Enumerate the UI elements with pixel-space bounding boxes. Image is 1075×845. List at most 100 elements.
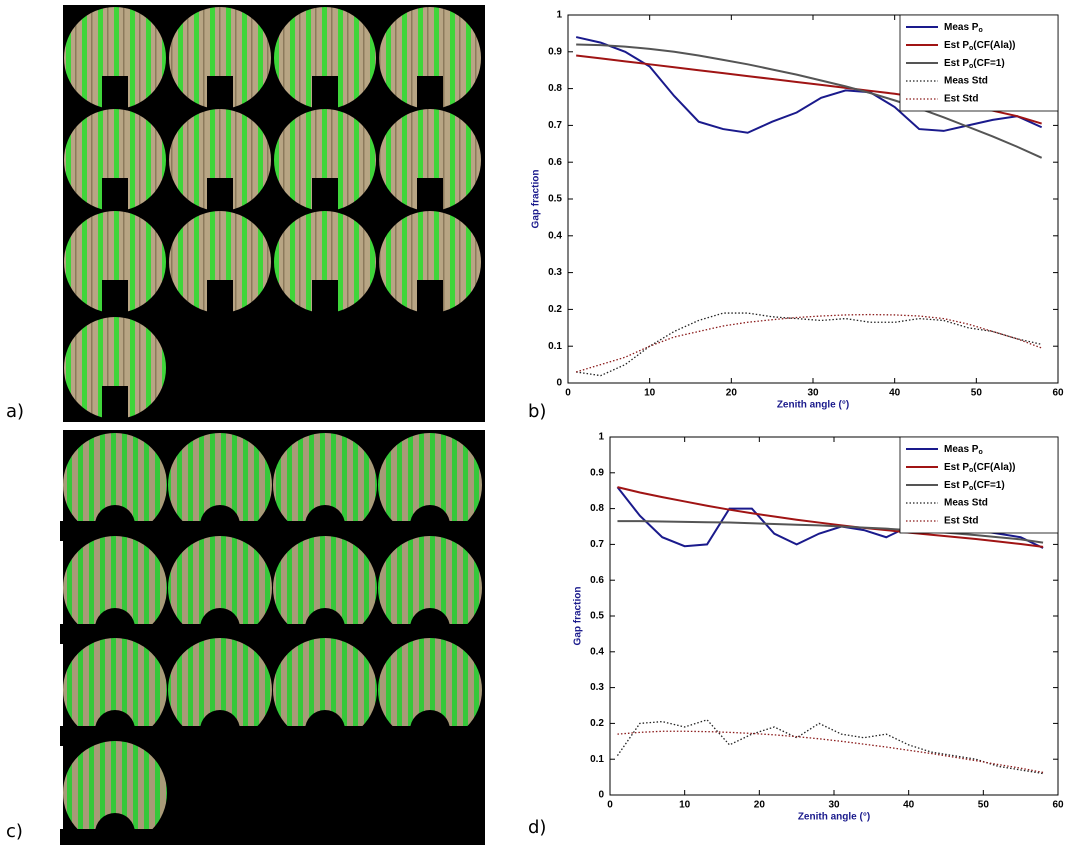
x-tick-label: 60: [1052, 388, 1064, 399]
fisheye-image: [274, 211, 376, 313]
mask: [102, 178, 128, 214]
data-line: [576, 312, 1042, 377]
fisheye-image: [168, 638, 272, 742]
fisheye-image: [63, 741, 167, 845]
fisheye-image: [64, 211, 166, 313]
y-tick-label: 0.9: [548, 46, 562, 57]
fisheye-image: [168, 433, 272, 537]
y-tick-label: 0.2: [590, 718, 604, 729]
legend-label: Est Po(CF=1): [944, 58, 1005, 70]
fisheye-image: [274, 7, 376, 109]
y-axis-label: Gap fraction: [531, 170, 542, 229]
legend-label: Est Po(CF(Ala)): [944, 462, 1016, 474]
legend-label: Meas Std: [944, 76, 988, 87]
y-tick-label: 0.3: [548, 267, 562, 278]
fisheye-image: [169, 109, 271, 211]
y-tick-label: 0.2: [548, 304, 562, 315]
fisheye-image: [64, 7, 166, 109]
mask: [417, 178, 443, 214]
y-tick-label: 0.3: [590, 682, 604, 693]
fisheye-image: [63, 638, 167, 742]
data-line: [617, 520, 1044, 544]
y-tick-label: 1: [556, 10, 562, 21]
fisheye-image: [168, 536, 272, 640]
x-tick-label: 0: [565, 388, 571, 399]
x-tick-label: 0: [607, 800, 613, 811]
fisheye-image: [64, 109, 166, 211]
y-tick-label: 0.5: [590, 611, 604, 622]
mask: [102, 76, 128, 112]
x-axis-label: Zenith angle (°): [798, 812, 870, 823]
y-tick-label: 0.5: [548, 194, 562, 205]
mask: [200, 505, 240, 545]
fisheye-image: [169, 211, 271, 313]
y-tick-label: 0.6: [548, 157, 562, 168]
y-axis-label: Gap fraction: [573, 587, 584, 646]
fisheye-image: [274, 109, 376, 211]
mask: [312, 76, 338, 112]
fisheye-image: [169, 7, 271, 109]
mask: [312, 280, 338, 316]
x-tick-label: 50: [971, 388, 983, 399]
y-tick-label: 0.8: [548, 83, 562, 94]
legend-label: Meas Po: [944, 444, 983, 456]
y-tick-label: 1: [598, 432, 604, 443]
mask: [410, 710, 450, 750]
y-tick-label: 0.1: [548, 341, 562, 352]
mask: [410, 608, 450, 648]
y-tick-label: 0.7: [590, 539, 604, 550]
image-tiles: [60, 7, 485, 845]
fisheye-image: [379, 211, 481, 313]
x-tick-label: 40: [889, 388, 901, 399]
data-line: [575, 313, 1042, 373]
x-tick-label: 20: [754, 800, 766, 811]
y-tick-label: 0.9: [590, 467, 604, 478]
mask: [305, 505, 345, 545]
fisheye-image: [64, 317, 166, 419]
x-tick-label: 10: [644, 388, 656, 399]
mask: [417, 76, 443, 112]
legend-label: Meas Po: [944, 22, 983, 34]
mask: [207, 178, 233, 214]
data-line: [617, 486, 1044, 548]
fisheye-image: [273, 433, 377, 537]
fisheye-image: [273, 536, 377, 640]
panel-label: d): [528, 817, 546, 838]
legend-label: Est Po(CF=1): [944, 480, 1005, 492]
x-tick-label: 10: [679, 800, 691, 811]
mask: [417, 280, 443, 316]
mask: [200, 608, 240, 648]
panel-label: b): [528, 401, 546, 422]
fisheye-image: [379, 109, 481, 211]
data-line: [576, 43, 1043, 159]
x-tick-label: 40: [903, 800, 915, 811]
mask: [95, 813, 135, 845]
fisheye-image: [378, 433, 482, 537]
fisheye-image: [63, 536, 167, 640]
mask: [312, 178, 338, 214]
y-tick-label: 0.8: [590, 503, 604, 514]
panel-label: c): [6, 821, 23, 842]
mask: [410, 505, 450, 545]
legend-label: Est Std: [944, 94, 978, 105]
mask: [305, 608, 345, 648]
x-tick-label: 60: [1052, 800, 1064, 811]
data-line: [616, 719, 1044, 775]
x-tick-label: 30: [807, 388, 819, 399]
mask: [207, 76, 233, 112]
y-tick-label: 0.4: [548, 230, 562, 241]
legend-label: Est Po(CF(Ala)): [944, 40, 1016, 52]
data-line: [617, 730, 1044, 774]
mask: [95, 505, 135, 545]
y-tick-label: 0: [598, 790, 604, 801]
mask: [95, 608, 135, 648]
mask: [200, 710, 240, 750]
fisheye-image: [63, 433, 167, 537]
x-tick-label: 20: [726, 388, 738, 399]
mask: [207, 280, 233, 316]
mask: [102, 386, 128, 422]
panel-label: a): [6, 401, 24, 422]
x-tick-label: 50: [978, 800, 990, 811]
y-tick-label: 0.4: [590, 646, 604, 657]
